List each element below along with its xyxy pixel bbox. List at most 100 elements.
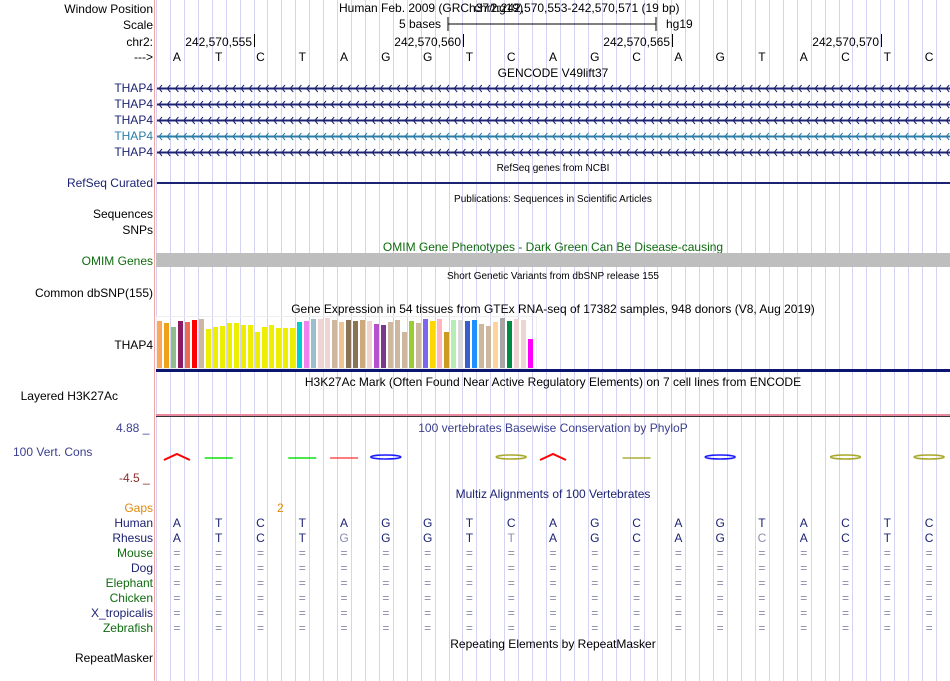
gencode-gene-model[interactable] bbox=[156, 81, 950, 95]
gencode-gene-model[interactable] bbox=[156, 97, 950, 111]
strand-arrow-icon bbox=[543, 132, 548, 141]
gencode-gene-label[interactable]: THAP4 bbox=[114, 113, 153, 127]
multiz-species-label[interactable]: Zebrafish bbox=[102, 621, 153, 635]
strand-arrow-icon bbox=[904, 132, 909, 141]
strand-arrow-icon bbox=[560, 100, 565, 109]
multiz-species-label[interactable]: Mouse bbox=[116, 546, 153, 560]
strand-arrow-icon bbox=[535, 148, 540, 157]
strand-arrow-icon bbox=[510, 148, 515, 157]
strand-arrow-icon bbox=[625, 148, 630, 157]
multiz-species-label[interactable]: Human bbox=[114, 516, 153, 530]
repeatmasker-label[interactable]: RepeatMasker bbox=[74, 651, 153, 665]
alignment-match: = bbox=[883, 621, 891, 635]
phylop-label[interactable]: 100 Vert. Cons bbox=[13, 445, 93, 459]
strand-arrow-icon bbox=[256, 132, 261, 141]
strand-arrow-icon bbox=[937, 100, 942, 109]
strand-arrow-icon bbox=[888, 148, 893, 157]
ruler-tick-mark bbox=[254, 34, 255, 47]
gtex-tissue-bar bbox=[521, 320, 526, 368]
strand-arrow-icon bbox=[453, 84, 458, 93]
multiz-species-label[interactable]: Chicken bbox=[109, 591, 153, 605]
strand-arrow-icon bbox=[445, 148, 450, 157]
strand-arrow-icon bbox=[240, 132, 245, 141]
strand-arrow-icon bbox=[486, 132, 491, 141]
strand-arrow-icon bbox=[486, 148, 491, 157]
gtex-tissue-bar bbox=[388, 322, 393, 368]
gencode-gene-label[interactable]: THAP4 bbox=[114, 129, 153, 143]
strand-arrow-icon bbox=[371, 100, 376, 109]
strand-arrow-icon bbox=[461, 116, 466, 125]
strand-arrow-icon bbox=[437, 100, 442, 109]
strand-arrow-icon bbox=[510, 84, 515, 93]
strand-arrow-icon bbox=[814, 148, 819, 157]
gencode-gene-label[interactable]: THAP4 bbox=[114, 81, 153, 95]
strand-arrow-icon bbox=[838, 116, 843, 125]
strand-arrow-icon bbox=[158, 84, 163, 93]
refseq-label[interactable]: RefSeq Curated bbox=[66, 176, 153, 190]
alignment-match: = bbox=[465, 561, 473, 575]
strand-arrow-icon bbox=[863, 84, 868, 93]
strand-arrow-icon bbox=[601, 116, 606, 125]
phylop-score-mark bbox=[704, 454, 736, 460]
strand-arrow-icon bbox=[814, 100, 819, 109]
strand-arrow-icon bbox=[445, 100, 450, 109]
gencode-gene-model[interactable] bbox=[156, 129, 950, 143]
alignment-match: = bbox=[716, 591, 724, 605]
phylop-track[interactable] bbox=[156, 448, 950, 472]
gencode-gene-model[interactable] bbox=[156, 145, 950, 159]
strand-arrow-icon bbox=[240, 116, 245, 125]
gtex-tissue-bar bbox=[528, 339, 533, 368]
alignment-match: = bbox=[340, 591, 348, 605]
sequence-base: C bbox=[506, 50, 516, 64]
h3k27ac-label[interactable]: Layered H3K27Ac bbox=[20, 389, 118, 403]
strand-arrow-icon bbox=[199, 132, 204, 141]
multiz-species-label[interactable]: Elephant bbox=[105, 576, 153, 590]
strand-arrow-icon bbox=[469, 100, 474, 109]
gencode-gene-label[interactable]: THAP4 bbox=[114, 145, 153, 159]
strand-arrow-icon bbox=[445, 84, 450, 93]
multiz-species-label[interactable]: X_tropicalis bbox=[90, 606, 153, 620]
gencode-gene-model[interactable] bbox=[156, 113, 950, 127]
strand-arrow-icon bbox=[863, 100, 868, 109]
strand-arrow-icon bbox=[314, 148, 319, 157]
alignment-match: = bbox=[173, 576, 181, 590]
multiz-species-label[interactable]: Dog bbox=[130, 561, 153, 575]
strand-arrow-icon bbox=[535, 132, 540, 141]
strand-arrow-icon bbox=[420, 84, 425, 93]
strand-arrow-icon bbox=[642, 116, 647, 125]
omim-label[interactable]: OMIM Genes bbox=[81, 254, 153, 268]
strand-arrow-icon bbox=[502, 100, 507, 109]
strand-arrow-icon bbox=[855, 148, 860, 157]
strand-arrow-icon bbox=[346, 116, 351, 125]
alignment-match: = bbox=[340, 606, 348, 620]
strand-arrow-icon bbox=[330, 84, 335, 93]
gtex-tissue-bar bbox=[213, 327, 218, 368]
gtex-label[interactable]: THAP4 bbox=[114, 338, 153, 352]
refseq-gene-line[interactable] bbox=[157, 182, 950, 184]
gencode-gene-label[interactable]: THAP4 bbox=[114, 97, 153, 111]
strand-arrow-icon bbox=[174, 132, 179, 141]
dbsnp-label[interactable]: Common dbSNP(155) bbox=[34, 286, 153, 300]
gtex-tissue-bar bbox=[332, 320, 337, 368]
alignment-match: = bbox=[883, 561, 891, 575]
strand-arrow-icon bbox=[355, 132, 360, 141]
gtex-bar-chart[interactable] bbox=[156, 316, 950, 372]
strand-arrow-icon bbox=[847, 116, 852, 125]
publications-snps-label[interactable]: SNPs bbox=[122, 223, 153, 237]
publications-sequences-label[interactable]: Sequences bbox=[92, 207, 153, 221]
gtex-tissue-bar bbox=[269, 325, 274, 368]
gtex-tissue-bar bbox=[164, 323, 169, 368]
strand-arrow-icon bbox=[748, 100, 753, 109]
gtex-tissue-bar bbox=[465, 321, 470, 368]
gtex-tissue-bar bbox=[318, 319, 323, 368]
omim-gene-bar[interactable] bbox=[156, 253, 950, 267]
phylop-score-mark bbox=[622, 457, 651, 459]
alignment-match: = bbox=[842, 546, 850, 560]
strand-arrow-icon bbox=[920, 148, 925, 157]
strand-arrow-icon bbox=[223, 84, 228, 93]
strand-arrow-icon bbox=[437, 148, 442, 157]
alignment-match: = bbox=[507, 606, 515, 620]
strand-arrow-icon bbox=[699, 100, 704, 109]
multiz-species-label[interactable]: Rhesus bbox=[112, 531, 153, 545]
strand-arrow-icon bbox=[363, 148, 368, 157]
